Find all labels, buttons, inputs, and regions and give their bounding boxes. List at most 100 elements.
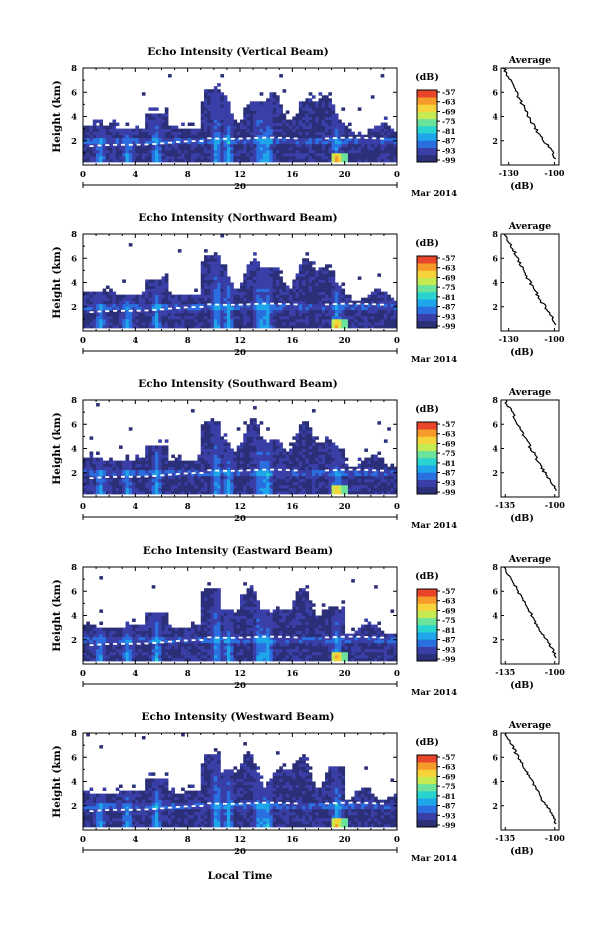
heatmap-cell xyxy=(298,158,303,163)
heatmap-cell xyxy=(328,92,332,96)
heatmap-cell xyxy=(128,460,133,465)
heatmap-cell xyxy=(115,297,120,302)
heatmap-cell xyxy=(275,131,280,136)
heatmap-cell xyxy=(305,442,310,446)
heatmap-cell xyxy=(83,457,87,462)
heatmap-cell xyxy=(204,270,208,274)
heatmap-cell xyxy=(259,285,264,289)
heatmap-cell xyxy=(200,484,205,489)
heatmap-cell xyxy=(266,454,270,458)
heatmap-cell xyxy=(141,475,146,480)
heatmap-cell xyxy=(105,300,110,305)
heatmap-cell xyxy=(370,490,375,495)
heatmap-cell xyxy=(226,451,231,455)
heatmap-cell xyxy=(318,448,323,452)
heatmap-cell xyxy=(279,137,283,142)
heatmap-cell xyxy=(184,478,189,483)
heatmap-cell xyxy=(112,312,117,317)
heatmap-cell xyxy=(187,309,192,314)
heatmap-cell xyxy=(141,92,146,96)
bright-band-mark xyxy=(246,303,251,306)
heatmap-cell xyxy=(187,472,192,477)
heatmap-cell xyxy=(351,134,355,139)
heatmap-cell xyxy=(253,306,257,311)
heatmap-cell xyxy=(112,306,117,311)
heatmap-cell xyxy=(141,309,146,314)
heatmap-cell xyxy=(318,451,323,455)
heatmap-cell xyxy=(305,282,310,286)
heatmap-cell xyxy=(370,315,375,320)
heatmap-cell xyxy=(190,409,195,413)
heatmap-cell xyxy=(374,312,378,317)
heatmap-cell xyxy=(99,315,104,320)
heatmap-cell xyxy=(302,131,306,136)
heatmap-cell xyxy=(367,297,372,302)
heatmap-cell xyxy=(128,155,133,160)
heatmap-cell xyxy=(311,276,316,280)
heatmap-cell xyxy=(279,312,283,317)
heatmap-cell xyxy=(344,306,349,311)
heatmap-cell xyxy=(344,155,349,160)
heatmap-cell xyxy=(118,484,123,489)
heatmap-cell xyxy=(308,264,313,268)
heatmap-cell xyxy=(295,122,300,126)
heatmap-cell xyxy=(253,318,257,323)
heatmap-cell xyxy=(246,463,251,468)
heatmap-cell xyxy=(115,306,120,311)
heatmap-cell xyxy=(99,128,104,133)
heatmap-cell xyxy=(253,487,257,492)
heatmap-cell xyxy=(86,318,90,323)
heatmap-cell xyxy=(334,445,339,449)
heatmap-cell xyxy=(282,288,287,292)
heatmap-cell xyxy=(220,445,225,449)
heatmap-cell xyxy=(295,454,300,458)
heatmap-cell xyxy=(256,481,261,486)
heatmap-cell xyxy=(282,155,287,160)
heatmap-cell xyxy=(154,134,159,139)
heatmap-cell xyxy=(145,463,149,468)
heatmap-cell xyxy=(200,122,205,126)
heatmap-cell xyxy=(285,131,290,136)
heatmap-cell xyxy=(256,433,261,437)
heatmap-cell xyxy=(204,146,208,151)
heatmap-cell xyxy=(220,158,225,163)
heatmap-cell xyxy=(115,122,120,126)
heatmap-cell xyxy=(151,457,156,462)
heatmap-cell xyxy=(279,484,283,489)
heatmap-cell xyxy=(109,306,113,311)
heatmap-cell xyxy=(321,478,326,483)
heatmap-cell xyxy=(331,131,336,136)
heatmap-cell xyxy=(89,472,94,477)
heatmap-cell xyxy=(347,309,352,314)
heatmap-cell xyxy=(200,442,205,446)
heatmap-cell xyxy=(308,122,313,126)
heatmap-cell xyxy=(220,92,225,96)
heatmap-cell xyxy=(220,273,225,277)
heatmap-cell xyxy=(308,282,313,286)
heatmap-cell xyxy=(318,143,323,148)
heatmap-cell xyxy=(210,288,215,292)
heatmap-cell xyxy=(148,131,153,136)
y-axis-label: Height (km) xyxy=(51,80,63,152)
heatmap-cell xyxy=(223,442,228,446)
heatmap-cell xyxy=(122,146,126,151)
heatmap-cell xyxy=(204,312,208,317)
heatmap-cell xyxy=(272,95,277,99)
x-tick-label: 0 xyxy=(394,502,400,512)
heatmap-cell xyxy=(204,98,208,102)
heatmap-cell xyxy=(135,300,140,305)
heatmap-cell xyxy=(141,140,146,145)
heatmap-cell xyxy=(269,318,274,323)
heatmap-cell xyxy=(92,487,97,492)
heatmap-cell xyxy=(171,294,175,299)
heatmap-cell xyxy=(223,155,228,160)
heatmap-cell xyxy=(285,321,290,326)
heatmap-cell xyxy=(89,140,94,145)
heatmap-cell xyxy=(328,291,332,296)
heatmap-cell xyxy=(275,478,280,483)
heatmap-cell xyxy=(367,137,372,142)
heatmap-cell xyxy=(112,119,117,123)
heatmap-cell xyxy=(321,445,326,449)
heatmap-cell xyxy=(259,466,264,471)
heatmap-cell xyxy=(272,285,277,289)
